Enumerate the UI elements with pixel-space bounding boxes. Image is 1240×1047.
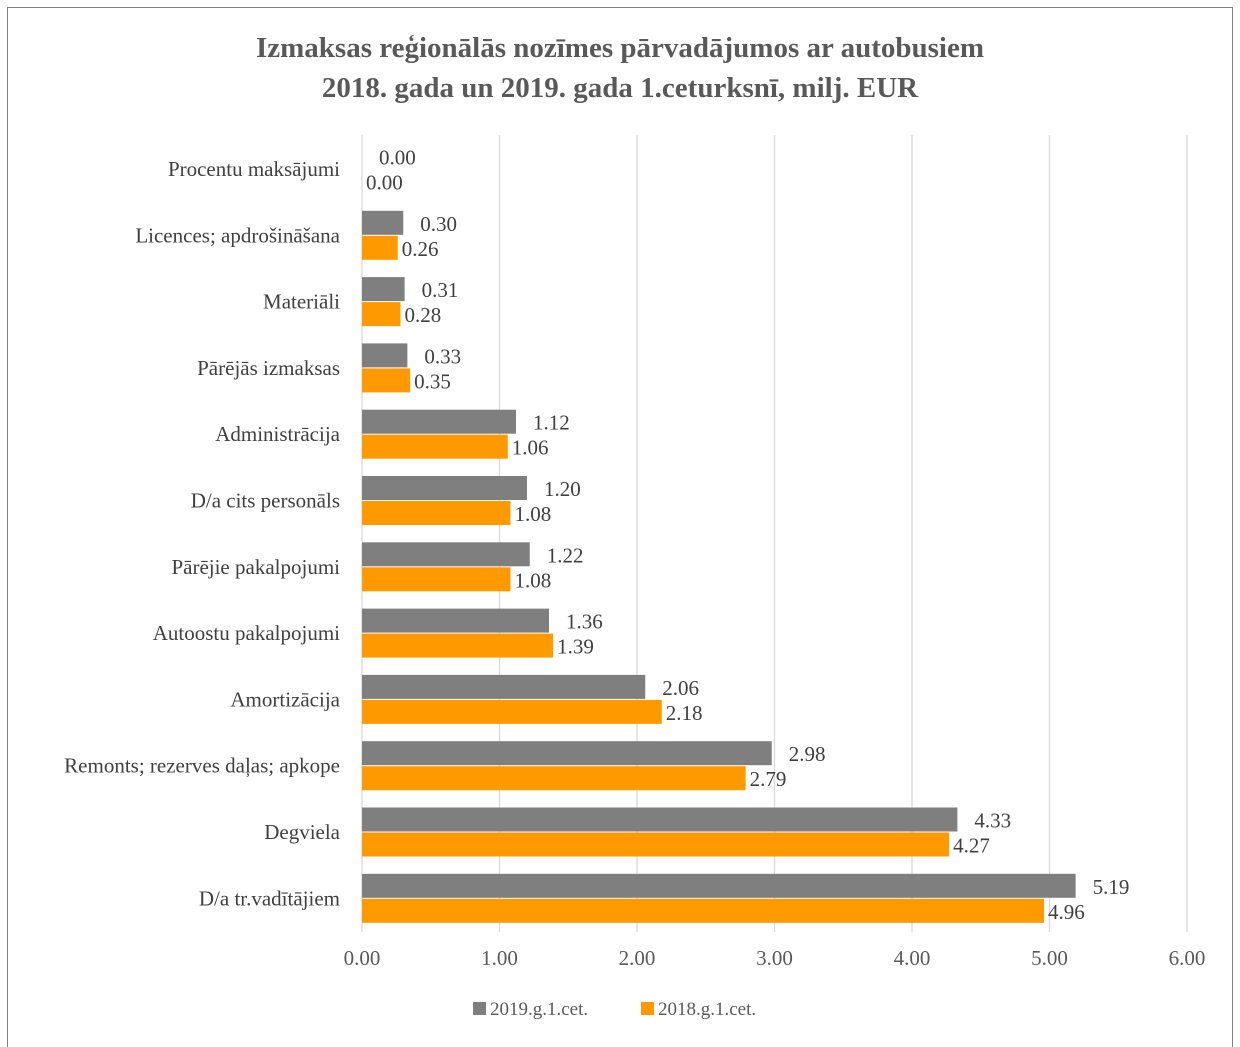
x-tick-label: 4.00 <box>894 946 931 970</box>
category-label: Materiāli <box>263 290 340 314</box>
data-label: 1.36 <box>566 610 603 634</box>
bars <box>362 210 1076 923</box>
bar-series-2019 <box>362 542 530 567</box>
x-tick-label: 1.00 <box>481 946 518 970</box>
legend-label: 2019.g.1.cet. <box>490 999 588 1020</box>
category-label: Procentu maksājumi <box>168 157 340 181</box>
bar-series-2019 <box>362 674 646 699</box>
data-label: 2.98 <box>789 742 826 766</box>
data-label: 0.00 <box>366 171 403 195</box>
bar-series-2019 <box>362 807 958 832</box>
data-label: 1.06 <box>512 436 549 460</box>
data-label: 0.30 <box>420 212 457 236</box>
data-label: 4.27 <box>953 834 990 858</box>
bar-series-2018 <box>362 302 401 327</box>
bar-series-2019 <box>362 741 772 766</box>
labels: 0.00 1.00 2.00 3.00 4.00 5.00 6.00 Procentu mak… <box>64 146 1205 971</box>
category-label: Pārējās izmaksas <box>197 356 340 380</box>
data-label: 1.20 <box>544 477 581 501</box>
data-label: 2.79 <box>750 767 787 791</box>
category-label: Licences; apdrošināšana <box>135 223 340 247</box>
bar-series-2019 <box>362 873 1076 898</box>
legend-swatch <box>473 1002 486 1015</box>
data-label: 4.33 <box>974 809 1011 833</box>
chart-frame <box>7 7 1233 1047</box>
category-label: D/a tr.vadītājiem <box>199 886 340 910</box>
bar-series-2018 <box>362 501 511 525</box>
x-tick-label: 3.00 <box>756 946 793 970</box>
x-tick-label: 5.00 <box>1031 946 1068 970</box>
bar-series-2019 <box>362 210 404 235</box>
category-label: Degviela <box>264 820 340 844</box>
data-label: 0.31 <box>422 278 459 302</box>
data-label: 1.08 <box>515 568 552 592</box>
data-label: 1.08 <box>515 502 552 526</box>
x-tick-label: 0.00 <box>344 946 381 970</box>
bar-series-2019 <box>362 409 516 434</box>
data-label: 2.06 <box>662 676 699 700</box>
legend-swatch <box>641 1002 654 1015</box>
data-label: 0.00 <box>379 146 416 170</box>
data-label: 0.28 <box>405 303 442 327</box>
legend: 2019.g.1.cet. 2018.g.1.cet. <box>473 999 756 1020</box>
bar-series-2018 <box>362 567 511 592</box>
chart-title: Izmaksas reģionālās nozīmes pārvadājumos… <box>0 28 1240 108</box>
bar-series-2019 <box>362 608 549 633</box>
category-label: Administrācija <box>215 422 340 446</box>
bar-series-2018 <box>362 368 411 393</box>
data-label: 2.18 <box>666 701 703 725</box>
bar-series-2018 <box>362 832 950 857</box>
x-tick-label: 6.00 <box>1169 946 1206 970</box>
bar-series-2019 <box>362 343 408 368</box>
category-label: Remonts; rezerves daļas; apkope <box>64 754 340 778</box>
data-label: 1.22 <box>547 543 584 567</box>
legend-label: 2018.g.1.cet. <box>658 999 756 1020</box>
bar-series-2018 <box>362 766 746 791</box>
data-label: 5.19 <box>1093 875 1130 899</box>
data-label: 4.96 <box>1048 900 1085 924</box>
data-label: 0.26 <box>402 237 439 261</box>
category-label: Amortizācija <box>230 687 340 711</box>
data-label: 1.12 <box>533 411 570 435</box>
chart-title-line-2: 2018. gada un 2019. gada 1.ceturksnī, mi… <box>321 72 919 104</box>
gridlines <box>361 135 1188 932</box>
data-label: 0.33 <box>424 344 461 368</box>
bar-series-2018 <box>362 434 508 459</box>
category-label: D/a cits personāls <box>191 489 340 513</box>
chart-title-line-1: Izmaksas reģionālās nozīmes pārvadājumos… <box>255 32 984 64</box>
data-label: 0.35 <box>414 369 451 393</box>
bar-series-2019 <box>362 476 527 500</box>
category-label: Autoostu pakalpojumi <box>153 621 340 645</box>
bar-series-2018 <box>362 699 662 724</box>
category-label: Pārējie pakalpojumi <box>171 555 340 579</box>
x-tick-label: 2.00 <box>619 946 656 970</box>
bar-series-2019 <box>362 277 405 302</box>
bar-series-2018 <box>362 633 554 658</box>
bar-series-2018 <box>362 235 398 260</box>
bar-series-2018 <box>362 898 1044 923</box>
data-label: 1.39 <box>557 635 594 659</box>
